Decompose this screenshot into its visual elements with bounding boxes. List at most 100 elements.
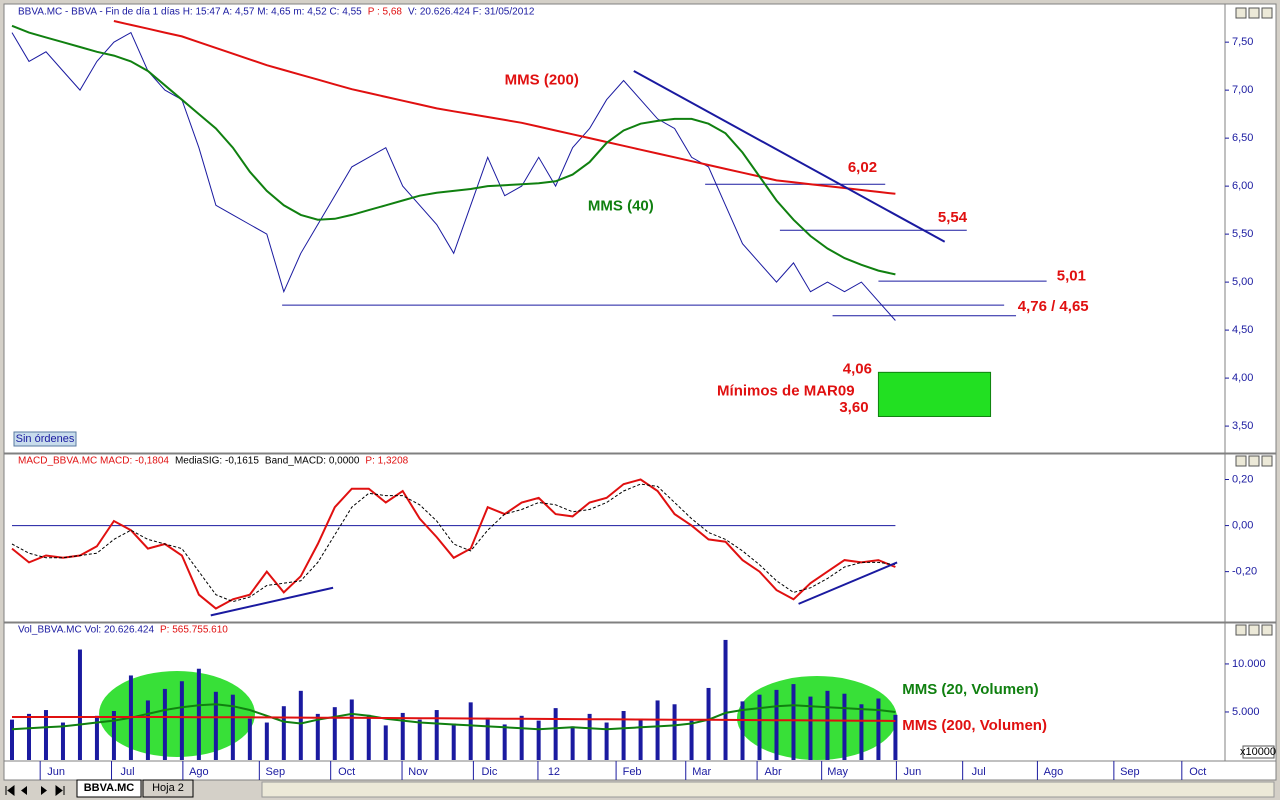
volume-bar — [791, 684, 796, 760]
maximize[interactable] — [1248, 7, 1260, 19]
volume-bar — [808, 696, 813, 760]
minimize[interactable] — [1235, 455, 1247, 467]
orders-button-label: Sin órdenes — [16, 433, 75, 445]
volume-bar — [842, 693, 847, 760]
volume-bar — [77, 649, 82, 760]
price-zone — [877, 371, 992, 417]
x-tick-label: Ago — [1044, 766, 1064, 778]
panel-header: MACD_BBVA.MC MACD: -0,1804 — [18, 456, 169, 467]
annotation: MMS (20, Volumen) — [902, 681, 1038, 698]
volume-bar — [434, 710, 439, 760]
annotation: 6,02 — [848, 159, 877, 176]
volume-bar — [774, 689, 779, 760]
x-tick-label: Jun — [904, 766, 922, 778]
series-line — [11, 478, 896, 610]
close[interactable] — [1261, 7, 1273, 19]
h-scrollbar[interactable] — [261, 781, 1275, 798]
y-tick-label: 6,50 — [1232, 132, 1253, 144]
panel-header: MediaSIG: -0,1615 — [175, 456, 259, 467]
annotation: MMS (40) — [588, 197, 654, 214]
series-line — [11, 703, 896, 731]
volume-bar — [298, 690, 303, 760]
volume-bar — [111, 711, 116, 760]
series-line — [11, 31, 896, 321]
volume-bar — [417, 719, 422, 760]
y-tick-label: 4,00 — [1232, 372, 1253, 384]
volume-bar — [638, 718, 643, 760]
tab-label: BBVA.MC — [84, 782, 135, 794]
volume-bar — [10, 719, 14, 760]
volume-bar — [213, 691, 218, 760]
annotation: 3,60 — [839, 399, 868, 416]
volume-bar — [519, 715, 524, 760]
volume-bar — [757, 694, 762, 760]
y-tick-label: 7,00 — [1232, 84, 1253, 96]
panel-buttons — [1235, 7, 1273, 636]
panel-header: V: 20.626.424 F: 31/05/2012 — [408, 7, 535, 18]
series-line — [11, 483, 896, 603]
maximize[interactable] — [1248, 455, 1260, 467]
y-tick-label: 7,50 — [1232, 36, 1253, 48]
last-tab[interactable] — [55, 785, 65, 796]
trend-line — [210, 586, 334, 617]
x-tick-label: 12 — [548, 766, 560, 778]
annotation: Mínimos de MAR09 — [717, 383, 855, 400]
tab-label: Hoja 2 — [152, 782, 184, 794]
annotation: MMS (200, Volumen) — [902, 717, 1047, 734]
panel-header: BBVA.MC - BBVA - Fin de día 1 días H: 15… — [18, 7, 362, 18]
volume-bar — [145, 700, 150, 760]
volume-bar — [502, 724, 507, 760]
minimize[interactable] — [1235, 7, 1247, 19]
annotation: 4,06 — [843, 360, 872, 377]
volume-bar — [315, 713, 320, 760]
volume-bar — [553, 708, 558, 760]
volume-bar — [536, 720, 541, 760]
volume-bar — [655, 700, 660, 760]
volume-bar — [349, 699, 354, 760]
x-tick-label: Dic — [481, 766, 497, 778]
x-tick-label: Ago — [189, 766, 209, 778]
tab[interactable] — [142, 779, 194, 798]
close[interactable] — [1261, 455, 1273, 467]
units-label: x10000 — [1240, 746, 1276, 758]
x-tick-label: Nov — [408, 766, 428, 778]
y-tick-label: 0,00 — [1232, 519, 1253, 531]
next-tab[interactable] — [41, 786, 47, 795]
volume-bar — [264, 722, 269, 760]
x-tick-label: Oct — [338, 766, 355, 778]
y-tick-label: 6,00 — [1232, 180, 1253, 192]
panel-header: Vol_BBVA.MC Vol: 20.626.424 — [18, 625, 154, 636]
trend-line — [633, 70, 946, 243]
first-tab[interactable] — [5, 785, 15, 796]
y-tick-label: 4,50 — [1232, 324, 1253, 336]
volume-bar — [706, 687, 711, 760]
volume-bar — [26, 713, 31, 760]
x-tick-label: Jun — [47, 766, 65, 778]
volume-bar — [825, 690, 830, 760]
orders-button[interactable] — [13, 431, 77, 447]
close[interactable] — [1261, 624, 1273, 636]
maximize[interactable] — [1248, 624, 1260, 636]
volume-bar — [604, 722, 609, 760]
annotation: 4,76 / 4,65 — [1018, 298, 1089, 315]
y-tick-label: 5,00 — [1232, 276, 1253, 288]
units-box — [1242, 745, 1275, 759]
volume-bar — [281, 706, 286, 760]
y-tick-label: 5.000 — [1232, 706, 1260, 718]
prev-tab[interactable] — [21, 786, 27, 795]
volume-bar — [723, 639, 728, 760]
tab-active[interactable] — [76, 779, 142, 798]
y-tick-label: 0,20 — [1232, 473, 1253, 485]
volume-bar — [876, 698, 881, 760]
minimize[interactable] — [1235, 624, 1247, 636]
volume-bar — [672, 704, 677, 760]
volume-bar — [621, 711, 626, 760]
volume-bar — [468, 702, 473, 760]
x-tick-label: Feb — [623, 766, 642, 778]
x-tick-label: Jul — [120, 766, 134, 778]
volume-bar — [332, 707, 337, 760]
volume-bar — [196, 668, 201, 760]
volume-bar — [383, 725, 388, 760]
volume-bar — [366, 714, 371, 760]
